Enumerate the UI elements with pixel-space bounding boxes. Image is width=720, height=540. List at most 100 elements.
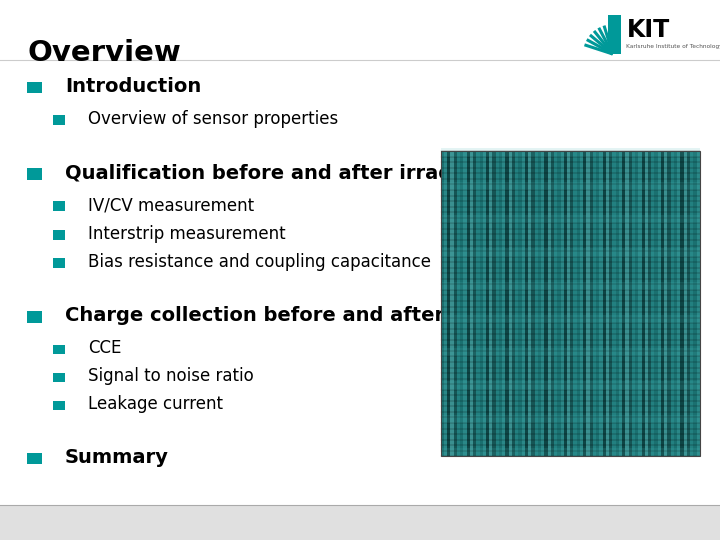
Bar bbox=[570, 151, 574, 456]
Bar bbox=[544, 151, 548, 456]
Bar bbox=[632, 151, 635, 456]
Bar bbox=[645, 151, 648, 456]
Bar bbox=[473, 151, 477, 456]
Bar bbox=[516, 151, 518, 456]
Bar bbox=[27, 311, 42, 323]
Bar bbox=[531, 151, 534, 456]
Bar bbox=[528, 151, 531, 456]
Bar bbox=[580, 151, 583, 456]
Bar bbox=[53, 115, 65, 125]
Bar bbox=[492, 151, 495, 456]
Bar bbox=[587, 151, 590, 456]
Bar bbox=[512, 151, 516, 456]
Text: Charge collection before and after irradiation: Charge collection before and after irrad… bbox=[65, 306, 567, 326]
Bar bbox=[441, 448, 700, 456]
Bar bbox=[53, 230, 65, 240]
Bar bbox=[27, 453, 42, 464]
Bar bbox=[551, 151, 554, 456]
Bar bbox=[557, 151, 560, 456]
Bar bbox=[606, 151, 609, 456]
Bar bbox=[635, 151, 638, 456]
Text: Institut für Experimentelle Kernphysik, KIT: Institut für Experimentelle Kernphysik, … bbox=[448, 516, 698, 529]
Bar bbox=[521, 151, 525, 456]
Bar bbox=[642, 151, 645, 456]
Bar bbox=[583, 151, 586, 456]
Bar bbox=[665, 151, 667, 456]
Text: Overview: Overview bbox=[27, 39, 181, 67]
Bar bbox=[477, 151, 480, 456]
Bar bbox=[467, 151, 469, 456]
Text: 2    31.05.2012: 2 31.05.2012 bbox=[22, 516, 111, 529]
Bar bbox=[0, 505, 720, 540]
Bar bbox=[680, 151, 684, 456]
Text: Summary: Summary bbox=[65, 448, 168, 467]
Bar bbox=[612, 151, 616, 456]
Bar bbox=[674, 151, 677, 456]
Bar bbox=[560, 151, 564, 456]
Bar bbox=[652, 151, 654, 456]
Bar bbox=[441, 148, 700, 157]
Bar bbox=[454, 151, 456, 456]
Bar bbox=[577, 151, 580, 456]
Bar bbox=[518, 151, 521, 456]
Text: IV/CV measurement: IV/CV measurement bbox=[88, 196, 254, 214]
Bar bbox=[464, 151, 467, 456]
Bar bbox=[496, 151, 499, 456]
Bar bbox=[677, 151, 680, 456]
Bar bbox=[593, 151, 596, 456]
Bar bbox=[574, 151, 577, 456]
Bar bbox=[441, 151, 444, 456]
Text: Signal to noise ratio: Signal to noise ratio bbox=[88, 367, 253, 386]
Bar bbox=[441, 181, 700, 190]
Text: Introduction: Introduction bbox=[65, 77, 201, 96]
Bar bbox=[693, 151, 697, 456]
Bar bbox=[503, 151, 505, 456]
Bar bbox=[441, 315, 700, 323]
Bar bbox=[599, 151, 603, 456]
Bar bbox=[661, 151, 664, 456]
Bar bbox=[441, 248, 700, 256]
Bar bbox=[451, 151, 454, 456]
Bar bbox=[447, 151, 451, 456]
Bar bbox=[684, 151, 687, 456]
Bar bbox=[441, 215, 700, 224]
Bar bbox=[608, 15, 621, 54]
Bar bbox=[564, 151, 567, 456]
Bar bbox=[697, 151, 700, 456]
Bar bbox=[590, 151, 593, 456]
Text: Bias resistance and coupling capacitance: Bias resistance and coupling capacitance bbox=[88, 253, 431, 271]
Bar bbox=[441, 415, 700, 423]
Bar bbox=[629, 151, 632, 456]
Bar bbox=[671, 151, 674, 456]
Bar bbox=[480, 151, 482, 456]
Bar bbox=[27, 168, 42, 180]
Bar bbox=[456, 151, 460, 456]
Bar bbox=[667, 151, 671, 456]
Bar bbox=[486, 151, 490, 456]
Bar bbox=[53, 373, 65, 382]
Text: Qualification before and after irradiation: Qualification before and after irradiati… bbox=[65, 163, 515, 183]
Bar bbox=[648, 151, 651, 456]
Text: Leakage current: Leakage current bbox=[88, 395, 223, 414]
Bar bbox=[622, 151, 625, 456]
Bar bbox=[616, 151, 619, 456]
Text: Karlsruhe Institute of Technology: Karlsruhe Institute of Technology bbox=[626, 44, 720, 50]
Bar bbox=[53, 201, 65, 211]
Bar bbox=[541, 151, 544, 456]
Bar bbox=[441, 151, 700, 456]
Bar bbox=[27, 82, 42, 93]
Bar bbox=[625, 151, 629, 456]
Bar bbox=[508, 151, 512, 456]
Bar bbox=[482, 151, 486, 456]
Bar bbox=[53, 345, 65, 354]
Bar bbox=[525, 151, 528, 456]
Bar bbox=[490, 151, 492, 456]
Bar bbox=[638, 151, 642, 456]
Bar bbox=[469, 151, 473, 456]
Bar bbox=[441, 281, 700, 290]
Bar bbox=[505, 151, 508, 456]
Bar bbox=[441, 381, 700, 390]
Bar bbox=[53, 258, 65, 268]
Bar bbox=[460, 151, 464, 456]
Bar bbox=[53, 401, 65, 410]
